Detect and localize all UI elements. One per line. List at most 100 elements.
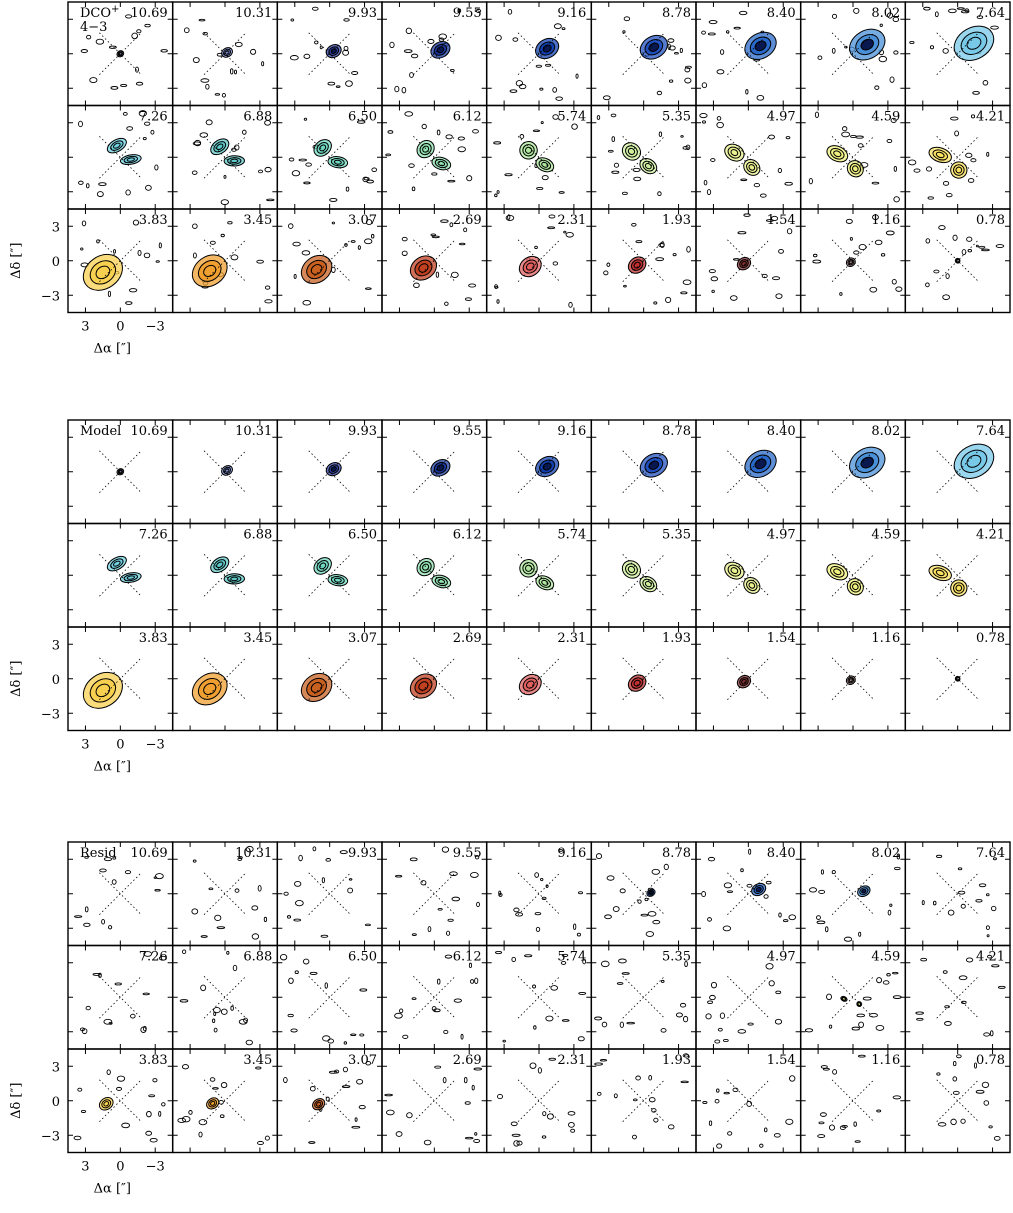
noise-contour (578, 991, 587, 995)
axis-cross (831, 554, 875, 597)
noise-contour (555, 96, 563, 101)
emission-contour (841, 997, 846, 1001)
noise-contour (135, 81, 144, 86)
noise-contour (857, 143, 864, 148)
noise-contour (251, 933, 260, 940)
noise-contour (320, 934, 329, 938)
channel-panel: 7.64 (904, 419, 1011, 525)
axis-cross (308, 1079, 351, 1122)
noise-contour (613, 1093, 618, 1099)
noise-contour (871, 181, 880, 185)
noise-contour (809, 887, 818, 893)
x-tick-label: −3 (146, 320, 165, 335)
noise-contour (322, 1035, 331, 1042)
velocity-label: 0.78 (976, 213, 1005, 228)
axis-cross (727, 450, 770, 493)
emission-contour (644, 162, 652, 170)
noise-contour (956, 7, 965, 10)
noise-contour (289, 55, 299, 61)
noise-contour (967, 178, 975, 183)
noise-contour (494, 193, 498, 198)
noise-contour (348, 878, 353, 881)
noise-contour (990, 25, 999, 30)
emission-contour (861, 888, 867, 894)
noise-contour (181, 1116, 191, 1123)
axis-cross (727, 32, 770, 75)
noise-contour (365, 1061, 372, 1066)
emission-contour (860, 456, 874, 469)
y-tick-label: 3 (52, 1060, 60, 1075)
noise-contour (192, 57, 200, 64)
noise-contour (464, 297, 472, 301)
noise-contour (552, 114, 559, 120)
noise-contour (640, 913, 649, 917)
noise-contour (96, 239, 100, 244)
noise-contour (242, 129, 247, 135)
noise-contour (401, 87, 407, 94)
channel-panel: 4.21 (904, 944, 1011, 1050)
noise-contour (534, 912, 542, 916)
noise-contour (199, 132, 209, 138)
noise-contour (853, 1121, 857, 1127)
noise-contour (469, 979, 475, 984)
velocity-label: 10.31 (235, 424, 272, 439)
noise-contour (453, 998, 462, 1003)
noise-contour (394, 1012, 403, 1019)
emission-contour (541, 579, 549, 586)
noise-contour (475, 8, 482, 13)
noise-contour (309, 1086, 316, 1092)
noise-contour (266, 198, 275, 202)
noise-contour (722, 925, 732, 932)
channel-panel: 5.35 (590, 944, 697, 1050)
block-label-text: Resid (80, 846, 117, 861)
channel-panel: 4.21 (904, 522, 1011, 628)
noise-contour (686, 246, 691, 253)
axis-cross (727, 239, 770, 282)
x-axis-label: Δα [″] (94, 760, 131, 775)
block-label-text: Model (80, 424, 121, 439)
axis-cross (936, 976, 979, 1019)
noise-contour (637, 899, 642, 904)
noise-contour (220, 233, 225, 238)
noise-contour (205, 119, 213, 126)
noise-contour (887, 12, 894, 19)
noise-contour (358, 1104, 366, 1110)
axis-cross (203, 872, 247, 915)
noise-contour (108, 925, 113, 930)
velocity-label: 6.12 (453, 110, 482, 125)
noise-contour (158, 1111, 162, 1117)
axis-cross (308, 976, 351, 1019)
axis-cross (413, 657, 456, 700)
axis-cross (413, 1079, 456, 1122)
noise-contour (328, 1070, 338, 1074)
noise-contour (251, 905, 259, 911)
noise-contour (312, 846, 317, 852)
noise-contour (154, 888, 161, 892)
noise-contour (777, 167, 783, 174)
channel-panel: 1.93 (590, 208, 697, 314)
channel-panel: 9.16 (485, 1, 593, 107)
noise-contour (339, 850, 348, 855)
y-axis-label: Δδ [″] (9, 243, 24, 279)
noise-contour (896, 853, 901, 860)
channel-panel: 1.93 (590, 1048, 697, 1154)
noise-contour (365, 219, 373, 226)
axis-cross (831, 872, 875, 915)
noise-contour (892, 16, 900, 23)
noise-contour (956, 1054, 962, 1059)
noise-contour (887, 909, 892, 916)
noise-contour (926, 166, 933, 172)
noise-contour (667, 38, 675, 43)
noise-contour (644, 897, 649, 902)
emission-contour (436, 46, 445, 54)
noise-contour (576, 932, 581, 937)
noise-contour (965, 152, 973, 158)
channel-panel: 3.83 3 0 −3 3 0 −3 Δα [″] Δδ [″] (9, 208, 174, 357)
y-tick-label: 0 (52, 673, 60, 688)
noise-contour (858, 1021, 865, 1028)
noise-contour (942, 970, 948, 974)
noise-contour (507, 214, 511, 220)
noise-contour (128, 288, 138, 293)
velocity-label: 1.16 (871, 631, 900, 646)
noise-contour (329, 197, 338, 202)
